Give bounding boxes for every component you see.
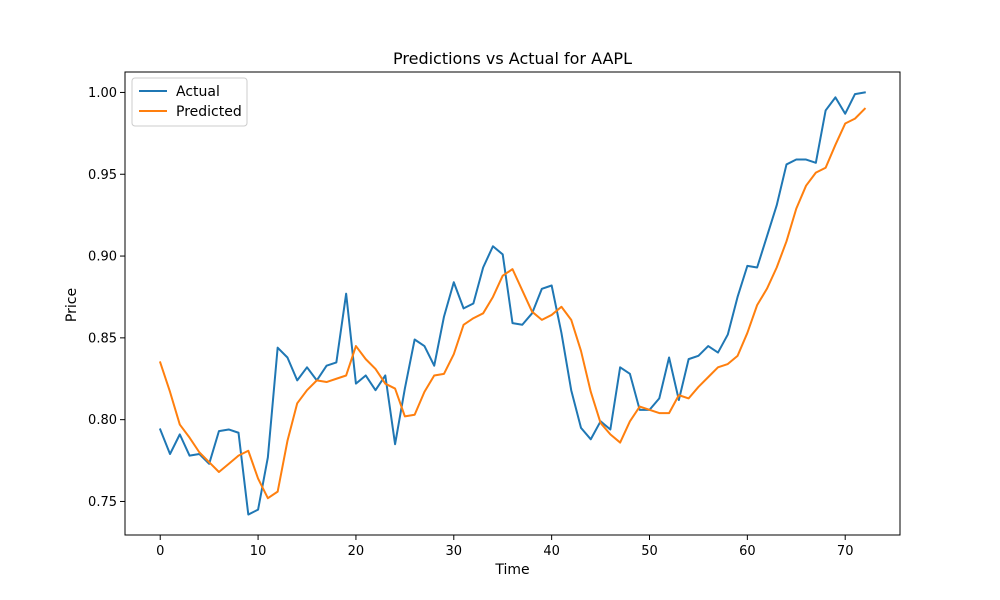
series-line-actual bbox=[158, 91, 866, 516]
y-axis-title: Price bbox=[64, 288, 80, 322]
y-tick-label: 0.85 bbox=[88, 331, 117, 346]
x-tick-label: 50 bbox=[641, 544, 658, 559]
x-tick-label: 20 bbox=[348, 544, 365, 559]
chart-title: Predictions vs Actual for AAPL bbox=[393, 49, 632, 68]
y-tick-label: 0.75 bbox=[88, 495, 117, 510]
y-tick-label: 0.95 bbox=[88, 168, 117, 183]
x-tick-label: 40 bbox=[543, 544, 560, 559]
x-tick-label: 30 bbox=[446, 544, 463, 559]
x-axis-title: Time bbox=[494, 562, 529, 578]
series-line-predicted bbox=[158, 107, 867, 500]
x-tick-label: 10 bbox=[250, 544, 267, 559]
axes-frame bbox=[124, 71, 901, 536]
y-tick-label: 1.00 bbox=[88, 86, 117, 101]
x-tick-label: 60 bbox=[739, 544, 756, 559]
y-tick-label: 0.80 bbox=[88, 413, 117, 428]
y-tick-label: 0.90 bbox=[88, 250, 117, 265]
x-tick-label: 0 bbox=[156, 544, 164, 559]
legend: Actual Predicted bbox=[131, 77, 248, 127]
legend-label-actual: Actual bbox=[176, 84, 220, 100]
x-tick-label: 70 bbox=[837, 544, 854, 559]
legend-label-predicted: Predicted bbox=[176, 104, 242, 120]
plot-area: 0 10 20 30 40 50 60 70 0.75 0.80 0.85 0.90 0.95 1.00 bbox=[88, 71, 901, 559]
